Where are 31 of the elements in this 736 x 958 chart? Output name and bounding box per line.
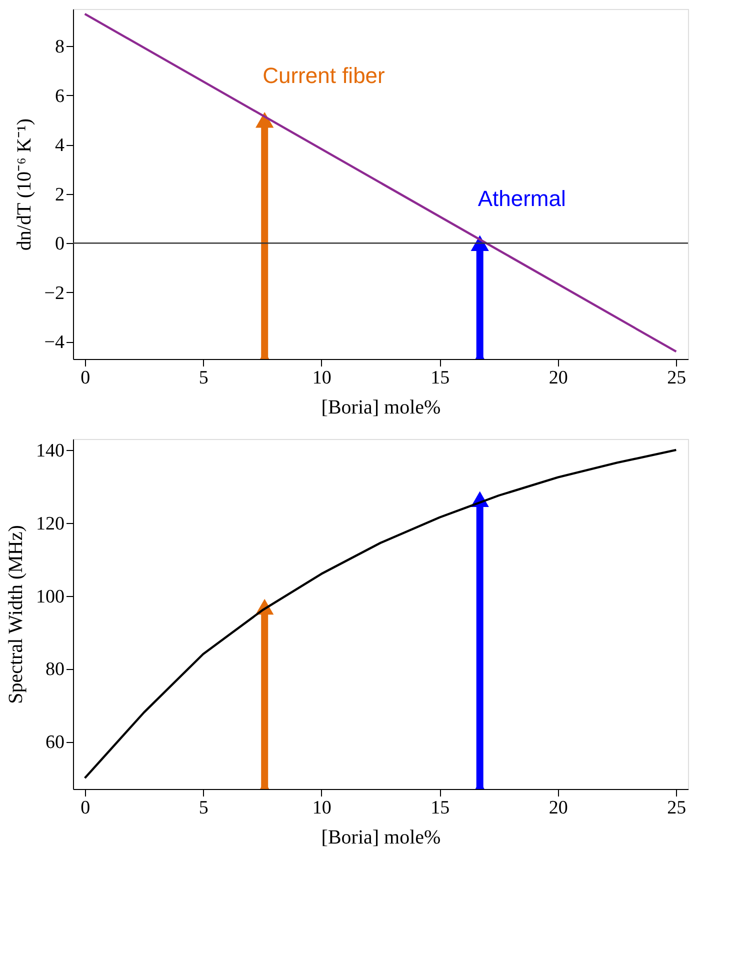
x-tick-label: 5 — [198, 368, 208, 388]
y-tick-label: 140 — [36, 440, 64, 462]
annotation: Athermal — [478, 186, 566, 212]
x-tick-label: 25 — [667, 368, 686, 388]
y-tick-label: −4 — [44, 332, 65, 354]
x-axis-title: [Boria] mole% — [321, 396, 441, 418]
x-tick-label: 20 — [548, 798, 568, 818]
annotation: Current fiber — [262, 62, 385, 88]
x-tick-label: 10 — [312, 798, 332, 818]
y-tick-label: 2 — [55, 184, 64, 206]
y-tick-label: 100 — [36, 586, 64, 608]
x-tick-label: 0 — [80, 798, 90, 818]
y-tick-label: 6 — [55, 86, 64, 107]
y-tick-label: 120 — [36, 513, 64, 534]
y-tick-label: 8 — [55, 36, 64, 58]
x-tick-label: 20 — [548, 368, 568, 388]
x-tick-label: 25 — [667, 798, 686, 818]
y-tick-label: 0 — [55, 234, 64, 255]
x-tick-label: 5 — [198, 798, 208, 818]
y-tick-label: 60 — [46, 732, 64, 754]
y-tick-label: 80 — [46, 659, 64, 680]
y-axis-title: Spectral Width (MHz) — [5, 525, 27, 704]
x-tick-label: 15 — [430, 798, 450, 818]
y-tick-label: 4 — [55, 135, 65, 156]
y-axis-title: dn/dT (10⁻⁶ K⁻¹) — [13, 118, 36, 251]
x-tick-label: 10 — [312, 368, 332, 388]
x-tick-label: 0 — [80, 368, 90, 388]
line-series — [84, 448, 678, 780]
y-tick-label: −2 — [44, 282, 64, 304]
x-axis-title: [Boria] mole% — [321, 826, 441, 848]
x-tick-label: 15 — [430, 368, 450, 388]
